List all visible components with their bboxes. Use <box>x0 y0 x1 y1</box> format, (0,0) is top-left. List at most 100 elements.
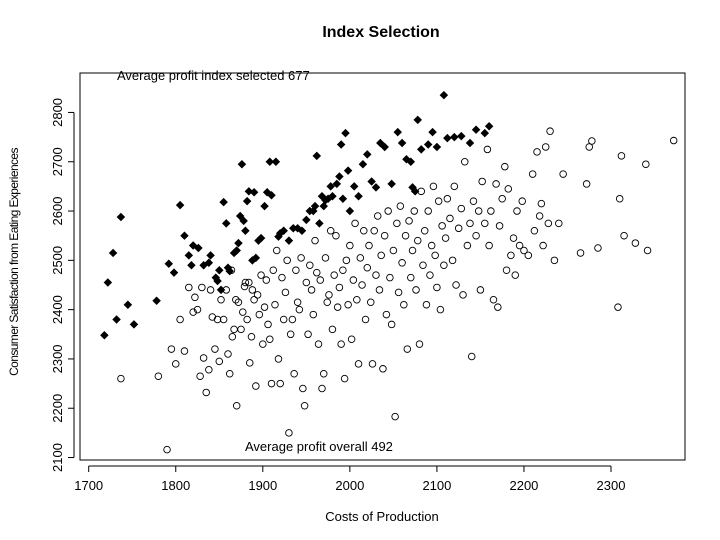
point-overall <box>541 143 550 151</box>
x-tick-label: 2300 <box>597 478 626 493</box>
point-overall <box>454 224 463 233</box>
point-overall <box>386 273 394 282</box>
point-overall <box>467 352 476 361</box>
point-overall <box>382 310 391 319</box>
point-overall <box>257 271 265 279</box>
point-overall <box>252 382 260 390</box>
point-overall <box>340 374 349 383</box>
point-overall <box>441 234 450 242</box>
point-selected <box>406 157 416 166</box>
point-selected <box>222 219 231 228</box>
point-overall <box>266 335 274 343</box>
point-overall <box>250 296 258 304</box>
point-overall <box>333 303 342 311</box>
point-overall <box>285 429 293 437</box>
point-overall <box>412 286 420 294</box>
point-overall <box>271 300 279 309</box>
point-overall <box>410 207 419 215</box>
point-selected <box>343 166 353 175</box>
point-overall <box>433 283 441 292</box>
point-overall <box>217 296 225 304</box>
point-overall <box>431 251 439 260</box>
point-selected <box>175 200 185 210</box>
point-overall <box>342 256 351 265</box>
point-overall <box>180 347 189 355</box>
point-overall <box>191 293 199 302</box>
point-overall <box>504 185 513 193</box>
point-selected <box>116 212 126 222</box>
point-overall <box>286 330 295 339</box>
point-overall <box>489 296 498 304</box>
point-selected <box>380 142 389 152</box>
point-selected <box>349 182 359 191</box>
point-selected <box>123 300 133 309</box>
point-overall <box>335 283 344 292</box>
y-tick-label: 2800 <box>50 98 65 127</box>
point-overall <box>243 315 251 324</box>
point-overall <box>276 379 284 388</box>
point-selected <box>204 258 214 268</box>
point-overall <box>339 266 347 274</box>
point-overall <box>424 207 432 215</box>
x-tick-label: 1700 <box>74 478 103 493</box>
point-overall <box>260 303 269 311</box>
point-overall <box>321 254 330 262</box>
point-overall <box>474 207 483 215</box>
point-selected <box>332 179 342 189</box>
point-overall <box>199 354 208 362</box>
point-overall <box>319 369 328 378</box>
point-overall <box>255 310 264 319</box>
point-overall <box>292 266 300 274</box>
point-overall <box>228 333 237 341</box>
point-overall <box>481 219 489 228</box>
point-selected <box>310 201 320 211</box>
point-overall <box>328 325 337 334</box>
point-overall <box>483 145 492 154</box>
point-overall <box>452 281 460 289</box>
point-overall <box>588 137 596 145</box>
point-selected <box>358 159 368 169</box>
point-selected <box>232 246 241 255</box>
point-overall <box>196 372 204 380</box>
point-overall <box>295 305 304 314</box>
point-selected <box>484 122 494 131</box>
point-overall <box>535 212 544 220</box>
y-tick-label: 2100 <box>50 443 65 472</box>
point-selected <box>423 140 433 149</box>
point-overall <box>264 320 272 329</box>
point-selected <box>194 243 203 253</box>
point-overall <box>358 281 366 289</box>
point-overall <box>403 345 412 353</box>
point-overall <box>313 268 321 277</box>
point-selected <box>393 127 402 137</box>
point-selected <box>284 236 294 245</box>
point-selected <box>336 140 346 149</box>
point-selected <box>480 128 490 138</box>
point-selected <box>129 320 139 329</box>
point-selected <box>271 157 281 166</box>
annotation-overall: Average profit overall 492 <box>245 439 393 454</box>
point-overall <box>555 219 563 228</box>
point-overall <box>306 261 314 270</box>
point-overall <box>353 296 361 304</box>
point-overall <box>419 261 427 270</box>
point-overall <box>377 251 385 260</box>
point-overall <box>420 227 429 235</box>
point-overall <box>314 340 323 348</box>
point-selected <box>450 132 459 142</box>
point-overall <box>438 222 446 230</box>
point-overall <box>230 325 238 334</box>
point-selected <box>312 151 322 161</box>
point-overall <box>463 241 472 250</box>
point-overall <box>222 286 230 294</box>
point-overall <box>356 254 365 262</box>
point-overall <box>511 271 520 279</box>
point-overall <box>501 162 509 171</box>
point-overall <box>594 244 602 252</box>
point-overall <box>193 305 202 314</box>
point-selected <box>302 215 311 225</box>
point-overall <box>368 360 377 368</box>
point-overall <box>232 296 240 304</box>
point-selected <box>335 172 344 181</box>
